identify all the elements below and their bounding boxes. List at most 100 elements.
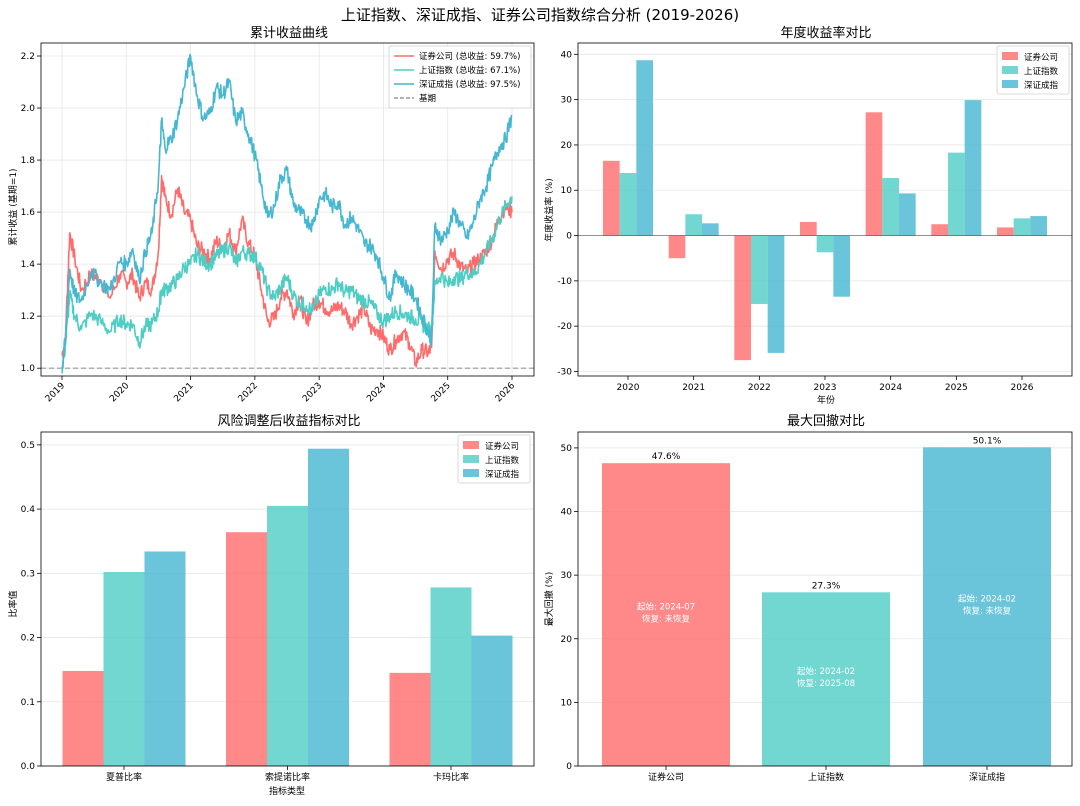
legend-label: 基期	[419, 93, 436, 104]
annual-bar-sec	[997, 227, 1014, 236]
annual-bar-sz	[767, 235, 785, 353]
drawdown-recover-annotation: 恢复: 2025-08	[797, 678, 855, 689]
cumulative-x-tick-label: 2021	[172, 381, 195, 404]
risk-bar-sz	[471, 635, 513, 766]
legend-swatch	[463, 455, 479, 463]
annual-y-tick-label: -10	[557, 277, 572, 287]
annual-bar-sh	[882, 178, 899, 236]
drawdown-x-tick-label: 上证指数	[808, 771, 844, 783]
annual-x-tick-label: 2022	[748, 383, 771, 393]
risk-y-tick-label: 0.5	[21, 441, 35, 451]
annual-bar-sz	[636, 60, 653, 236]
legend-label: 深证成指	[485, 469, 520, 480]
annual-bar-sec	[603, 160, 620, 236]
drawdown-bar-sz	[923, 447, 1051, 766]
annual-bar-sz	[702, 223, 719, 236]
cumulative-return-chart: 累计收益曲线 累计收益 (基期=1) 2019 2020 2021 2022 2023 2…	[7, 26, 535, 404]
risk-bar-sz	[144, 551, 186, 766]
cumulative-x-tick-label: 2023	[301, 381, 324, 404]
annual-bar-sh	[1013, 218, 1031, 236]
risk-y-tick-label: 0.4	[21, 505, 36, 515]
cumulative-x-tick-label: 2024	[365, 381, 388, 404]
annual-bar-sz	[899, 193, 916, 236]
figure-title: 上证指数、深证成指、证券公司指数综合分析 (2019-2026)	[341, 6, 739, 24]
legend-swatch	[463, 469, 479, 477]
drawdown-y-tick-label: 40	[561, 508, 573, 518]
legend-swatch	[463, 441, 479, 449]
risk-plot-frame	[40, 431, 535, 767]
cumulative-y-tick-label: 1.6	[21, 208, 36, 218]
annual-y-tick-label: 20	[561, 141, 573, 151]
annual-y-label: 年度收益率 (%)	[543, 178, 555, 241]
cumulative-x-tick-label: 2019	[44, 381, 67, 404]
drawdown-y-tick-label: 0	[566, 762, 572, 772]
drawdown-start-annotation: 起始: 2024-02	[958, 594, 1016, 605]
series-line-sh	[61, 196, 513, 374]
drawdown-y-tick-label: 10	[561, 698, 573, 708]
legend-swatch	[1002, 80, 1018, 88]
legend-label: 证券公司	[1024, 52, 1058, 63]
cumulative-legend: 证券公司 (总收益: 59.7%) 上证指数 (总收益: 67.1%) 深证成指 (…	[388, 45, 532, 109]
cumulative-plot-frame	[40, 42, 535, 377]
drawdown-plot-frame	[577, 431, 1073, 767]
risk-bar-sec	[226, 532, 267, 766]
annual-bar-sec	[734, 235, 751, 361]
drawdown-value-label: 50.1%	[973, 436, 1002, 446]
annual-y-tick-label: -30	[557, 367, 572, 377]
legend-box	[388, 45, 532, 109]
legend-label: 上证指数 (总收益: 67.1%)	[419, 65, 520, 76]
drawdown-value-label: 47.6%	[652, 452, 681, 462]
drawdown-y-tick-label: 50	[561, 444, 573, 454]
annual-plot-frame	[577, 42, 1073, 377]
annual-x-tick-label: 2024	[879, 383, 902, 393]
cumulative-x-tick-label: 2020	[108, 381, 131, 404]
cumulative-y-tick-label: 2.0	[21, 104, 36, 114]
risk-x-tick-label: 索提诺比率	[265, 771, 310, 783]
legend-swatch	[1002, 66, 1018, 74]
annual-x-tick-label: 2020	[617, 383, 640, 393]
annual-x-tick-label: 2023	[814, 383, 837, 393]
risk-chart-title: 风险调整后收益指标对比	[217, 414, 360, 429]
drawdown-start-annotation: 起始: 2024-02	[797, 666, 855, 677]
legend-label: 深证成指	[1024, 80, 1059, 91]
risk-bar-sec	[62, 670, 104, 766]
annual-bar-sec	[668, 235, 686, 259]
drawdown-recover-annotation: 恢复: 未恢复	[963, 606, 1012, 617]
cumulative-y-tick-label: 1.2	[21, 312, 35, 322]
risk-bar-sec	[389, 672, 431, 766]
risk-bar-sh	[430, 587, 472, 766]
cumulative-y-tick-label: 1.4	[21, 260, 36, 270]
risk-y-tick-label: 0.1	[21, 698, 35, 708]
drawdown-start-annotation: 起始: 2024-07	[637, 602, 695, 613]
risk-y-tick-label: 0.0	[21, 762, 36, 772]
annual-bar-sh	[619, 173, 637, 236]
annual-bar-sh	[751, 235, 768, 304]
annual-bar-sh	[948, 152, 965, 236]
annual-x-tick-label: 2025	[945, 383, 968, 393]
risk-bar-sh	[103, 572, 145, 766]
drawdown-recover-annotation: 恢复: 未恢复	[642, 614, 691, 625]
legend-label: 上证指数	[485, 455, 520, 466]
annual-x-label: 年份	[817, 394, 835, 406]
annual-x-tick-label: 2026	[1011, 383, 1034, 393]
annual-y-tick-label: 30	[561, 96, 573, 106]
annual-bar-sz	[833, 235, 850, 297]
legend-swatch	[1002, 52, 1018, 60]
legend-label: 证券公司 (总收益: 59.7%)	[419, 51, 520, 62]
annual-bar-sz	[964, 100, 982, 236]
annual-x-tick-label: 2021	[682, 383, 705, 393]
annual-return-chart: 年度收益率对比 年度收益率 (%) 年份 -30 -20 -10 0 10 20 30 40 2…	[543, 25, 1073, 406]
legend-label: 上证指数	[1024, 66, 1059, 77]
cumulative-y-tick-label: 1.0	[21, 364, 36, 374]
risk-y-label: 比率值	[7, 590, 19, 617]
cumulative-y-label: 累计收益 (基期=1)	[7, 168, 19, 245]
risk-x-tick-label: 卡玛比率	[433, 771, 469, 783]
risk-x-tick-label: 夏普比率	[106, 771, 142, 783]
risk-x-label: 指标类型	[269, 785, 305, 797]
annual-y-tick-label: -20	[557, 322, 572, 332]
drawdown-x-tick-label: 深证成指	[969, 771, 1005, 783]
drawdown-y-label: 最大回撤 (%)	[543, 572, 555, 626]
drawdown-value-label: 27.3%	[812, 581, 841, 591]
